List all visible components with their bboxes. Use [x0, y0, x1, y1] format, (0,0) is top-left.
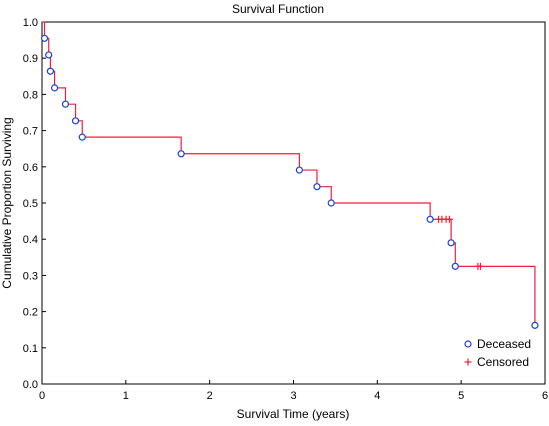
deceased-point: [531, 321, 539, 329]
x-tick-label: 5: [458, 390, 464, 402]
y-tick-label: 0.7: [23, 126, 38, 138]
y-tick-label: 0.0: [23, 379, 38, 391]
survival-curve: [42, 21, 536, 326]
deceased-point: [295, 166, 303, 174]
chart-title: Survival Function: [232, 2, 324, 16]
deceased-point: [50, 84, 59, 92]
deceased-point: [451, 262, 459, 270]
deceased-point: [78, 133, 86, 141]
deceased-point: [313, 183, 321, 191]
y-tick-label: 0.6: [23, 162, 38, 174]
legend-deceased-label: Deceased: [477, 337, 531, 351]
y-tick-label: 0.8: [23, 89, 38, 101]
deceased-point: [327, 199, 335, 207]
x-tick-label: 4: [374, 390, 380, 402]
x-tick-label: 1: [123, 390, 129, 402]
deceased-point: [45, 51, 53, 59]
x-tick-label: 3: [290, 390, 296, 402]
y-axis: 0.0 0.1 0.2 0.3 0.4 0.5 0.6 0.7 0.8 0.9 1.0: [23, 17, 46, 391]
deceased-point: [177, 150, 185, 158]
censored-point: [476, 262, 484, 270]
legend-deceased-marker: [464, 340, 472, 348]
x-tick-label: 0: [39, 390, 45, 402]
survival-step-line: [42, 21, 536, 326]
deceased-point: [447, 239, 455, 247]
deceased-point: [61, 100, 70, 108]
deceased-point: [426, 215, 434, 223]
y-tick-label: 0.1: [23, 343, 38, 355]
y-tick-label: 0.3: [23, 270, 38, 282]
data-markers: [40, 34, 539, 329]
legend-censored-label: Censored: [477, 355, 529, 369]
y-tick-label: 0.9: [23, 53, 38, 65]
deceased-point: [71, 117, 80, 125]
y-tick-label: 1.0: [23, 17, 38, 29]
deceased-point: [40, 34, 49, 42]
x-tick-label: 2: [207, 390, 213, 402]
y-tick-label: 0.5: [23, 198, 38, 210]
deceased-point: [46, 67, 54, 75]
y-tick-label: 0.4: [23, 234, 38, 246]
y-axis-label: Cumulative Proportion Surviving: [0, 117, 14, 288]
x-axis: 0 1 2 3 4 5 6: [39, 380, 548, 402]
x-axis-label: Survival Time (years): [237, 407, 350, 421]
y-tick-label: 0.2: [23, 307, 38, 319]
censored-point: [445, 215, 453, 223]
legend: Deceased Censored: [464, 337, 531, 369]
x-tick-label: 6: [542, 390, 548, 402]
plot-frame: [41, 21, 546, 385]
